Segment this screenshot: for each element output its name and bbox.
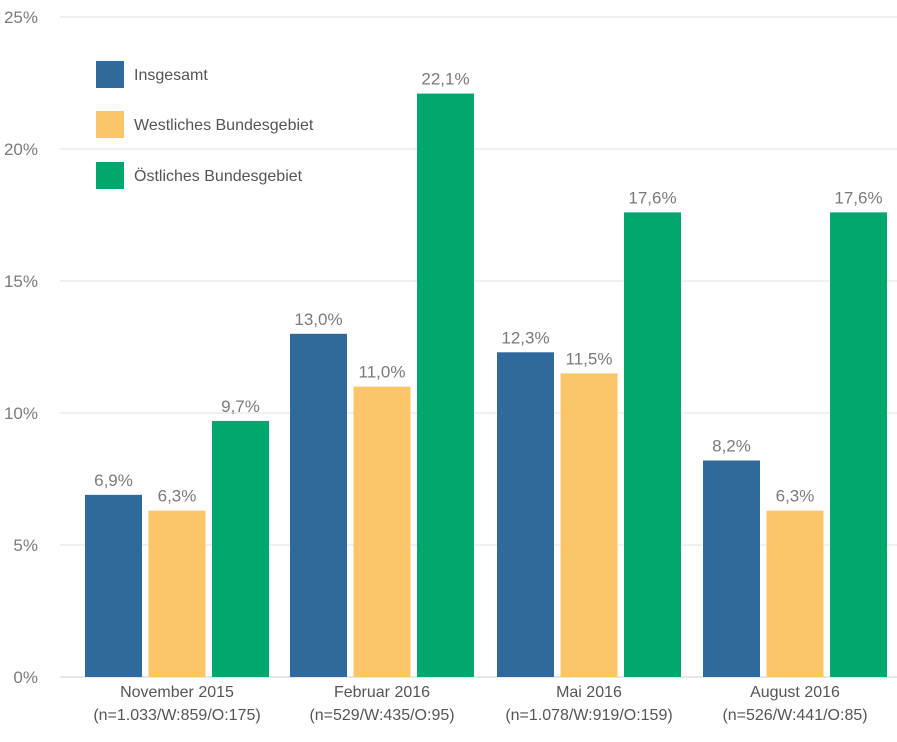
bar — [830, 212, 887, 678]
y-tick-label: 15% — [4, 272, 38, 291]
data-label: 8,2% — [712, 437, 751, 456]
data-label: 17,6% — [628, 188, 676, 207]
bar — [290, 333, 347, 677]
bar — [497, 352, 554, 677]
y-tick-label: 10% — [4, 404, 38, 423]
x-tick-label: Februar 2016 — [334, 684, 430, 701]
x-tick-label: November 2015 — [120, 684, 234, 701]
legend-label: Östliches Bundesgebiet — [134, 167, 303, 185]
data-label: 11,5% — [566, 349, 613, 368]
bar — [624, 212, 681, 678]
y-tick-label: 0% — [13, 668, 38, 687]
legend-swatch — [96, 111, 124, 138]
bar — [85, 494, 142, 677]
legend-swatch — [96, 162, 124, 189]
bar — [148, 510, 206, 677]
data-labels: 6,9% 6,3% 9,7% 13,0% 11,0% 22,1% 12,3% 11,5% 17,… — [94, 70, 882, 506]
x-tick-sublabel: (n=1.033/W:859/O:175) — [93, 707, 260, 724]
legend-label: Westliches Bundesgebiet — [134, 117, 314, 134]
y-tick-label: 5% — [13, 536, 38, 555]
bar — [703, 460, 760, 677]
bar — [212, 420, 269, 677]
bar — [353, 386, 411, 677]
data-label: 22,1% — [421, 70, 469, 89]
x-tick-sublabel: (n=529/W:435/O:95) — [309, 707, 454, 724]
x-axis-labels: November 2015 (n=1.033/W:859/O:175) Februa… — [93, 684, 867, 724]
data-label: 9,7% — [221, 397, 260, 416]
x-tick-sublabel: (n=1.078/W:919/O:159) — [505, 707, 672, 724]
legend: Insgesamt Westliches Bundesgebiet Östliche… — [96, 61, 314, 189]
data-label: 6,3% — [158, 487, 197, 506]
data-label: 13,0% — [294, 310, 342, 329]
bar — [560, 373, 618, 677]
y-tick-label: 20% — [4, 140, 38, 159]
data-label: 11,0% — [359, 363, 406, 382]
bar — [417, 93, 474, 677]
bar — [766, 510, 824, 677]
x-tick-sublabel: (n=526/W:441/O:85) — [722, 707, 867, 724]
data-label: 17,6% — [834, 188, 882, 207]
x-tick-label: August 2016 — [750, 684, 840, 701]
y-tick-label: 25% — [4, 8, 38, 27]
legend-label: Insgesamt — [134, 67, 208, 84]
data-label: 6,3% — [776, 487, 815, 506]
y-axis-ticks: 0% 5% 10% 15% 20% 25% — [4, 8, 38, 687]
legend-swatch — [96, 61, 124, 88]
bars — [85, 93, 887, 678]
data-label: 12,3% — [501, 328, 549, 347]
x-tick-label: Mai 2016 — [556, 684, 622, 701]
data-label: 6,9% — [94, 471, 133, 490]
